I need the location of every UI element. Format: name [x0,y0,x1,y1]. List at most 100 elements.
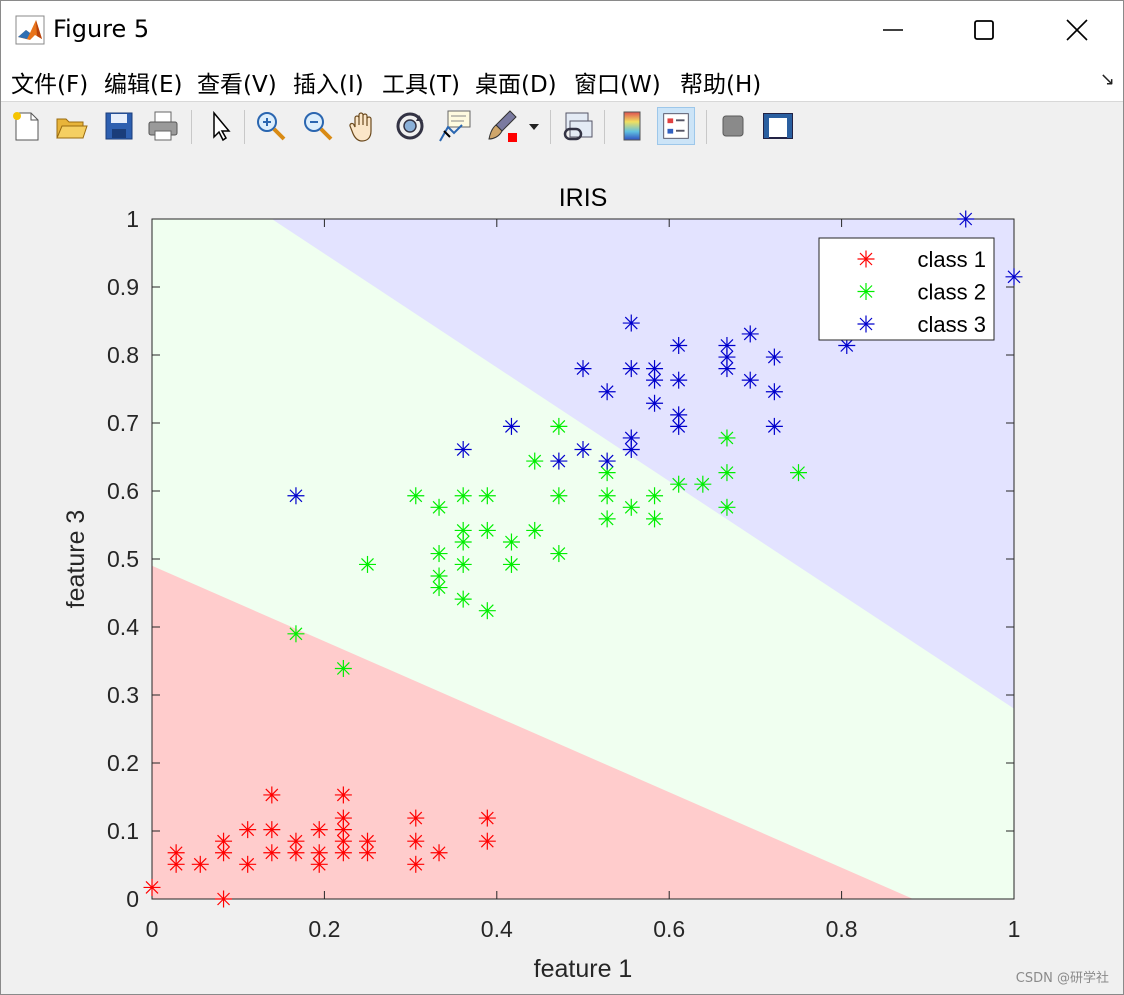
matlab-logo-icon [15,15,45,45]
print-icon[interactable] [144,107,182,145]
zoom-out-icon[interactable] [299,107,337,145]
maximize-button[interactable] [938,1,1030,59]
data-point-class-3 [765,348,783,366]
data-point-class-3 [287,487,305,505]
data-point-class-3 [741,371,759,389]
menu-edit[interactable]: 编辑(E) [104,72,183,98]
y-tick-label: 0.1 [107,818,139,844]
data-point-class-1 [287,832,305,850]
data-point-class-2 [646,487,664,505]
region-class-1 [152,565,914,899]
legend-marker-class-1 [857,250,875,268]
data-point-class-2 [550,487,568,505]
data-point-class-1 [359,844,376,862]
data-point-class-2 [718,464,736,482]
data-point-class-2 [718,498,736,516]
new-figure-icon[interactable] [7,107,45,145]
data-point-class-3 [622,314,640,332]
data-cursor-icon[interactable] [436,107,474,145]
data-point-class-2 [359,555,376,573]
save-icon[interactable] [100,107,138,145]
data-point-class-1 [407,832,425,850]
show-plot-tools-icon[interactable] [759,107,797,145]
legend-entry-label: class 2 [918,280,986,305]
data-point-class-2 [646,510,664,528]
data-point-class-2 [430,567,448,585]
x-tick-label: 0.4 [481,916,513,942]
menu-file[interactable]: 文件(F) [11,72,89,98]
data-point-class-2 [550,545,568,563]
data-point-class-2 [718,429,736,447]
menu-desktop[interactable]: 桌面(D) [475,72,557,98]
zoom-in-icon[interactable] [252,107,290,145]
data-point-class-2 [430,545,448,563]
data-point-class-1 [407,855,425,873]
y-tick-label: 0 [126,886,139,912]
data-point-class-3 [670,336,688,354]
data-point-class-3 [622,441,640,459]
legend[interactable]: class 1 class 2 class 3 [818,237,995,341]
link-plot-icon[interactable] [559,107,597,145]
colorbar-icon[interactable] [613,107,651,145]
menu-insert[interactable]: 插入(I) [293,72,364,98]
data-point-class-2 [598,487,616,505]
data-point-class-1 [263,786,281,804]
x-tick-label: 0.6 [653,916,685,942]
data-point-class-1 [263,844,281,862]
brush-icon[interactable] [484,107,522,145]
legend-entry-label: class 1 [918,247,986,272]
dock-figure-icon[interactable]: ↘ [1099,69,1115,90]
open-file-icon[interactable] [52,107,90,145]
legend-entry-label: class 3 [918,312,986,337]
data-point-class-2 [502,533,520,551]
data-point-class-3 [574,441,592,459]
pointer-icon[interactable] [201,107,239,145]
legend-marker-class-3 [857,315,875,333]
data-point-class-3 [741,325,759,343]
data-point-class-3 [598,452,616,470]
data-point-class-1 [143,878,161,896]
region-class-3 [271,219,1014,709]
y-tick-label: 0.3 [107,682,139,708]
data-point-class-2 [407,487,425,505]
minimize-button[interactable] [847,1,939,59]
y-tick-label: 0.7 [107,410,139,436]
data-point-class-2 [622,498,640,516]
data-point-class-1 [407,809,425,827]
x-tick-label: 1 [1008,916,1021,942]
legend-marker-class-2 [857,283,875,300]
data-point-class-2 [454,590,472,608]
data-point-class-3 [550,452,568,470]
menu-window[interactable]: 窗口(W) [574,72,661,98]
data-point-class-2 [502,555,520,573]
data-point-class-3 [765,417,783,435]
data-point-class-2 [526,452,544,470]
minimize-icon [883,29,903,31]
data-point-class-3 [765,383,783,401]
x-tick-label: 0.8 [826,916,858,942]
y-tick-label: 0.6 [107,478,139,504]
toolbar-separator [550,110,551,144]
close-button[interactable] [1031,1,1123,59]
pan-hand-icon[interactable] [345,107,383,145]
x-tick-label: 0 [146,916,159,942]
data-point-class-3 [574,360,592,378]
toolbar-separator [244,110,245,144]
data-point-class-1 [334,832,352,850]
data-point-class-2 [334,659,352,677]
menu-bar: 文件(F) 编辑(E) 查看(V) 插入(I) 工具(T) 桌面(D) 窗口(W… [1,59,1123,101]
menu-tools[interactable]: 工具(T) [382,72,460,98]
data-point-class-1 [263,821,281,839]
legend-icon[interactable] [657,107,695,145]
data-point-class-2 [526,521,544,539]
chevron-down-icon[interactable] [523,107,545,145]
menu-view[interactable]: 查看(V) [197,72,277,98]
data-point-class-1 [167,855,185,873]
toolbar-separator [706,110,707,144]
hide-plot-tools-icon[interactable] [714,107,752,145]
data-point-class-3 [598,383,616,401]
menu-help[interactable]: 帮助(H) [680,72,762,98]
rotate-3d-icon[interactable] [391,107,429,145]
title-bar: Figure 5 [1,1,1123,59]
x-axis-label: feature 1 [534,955,633,983]
